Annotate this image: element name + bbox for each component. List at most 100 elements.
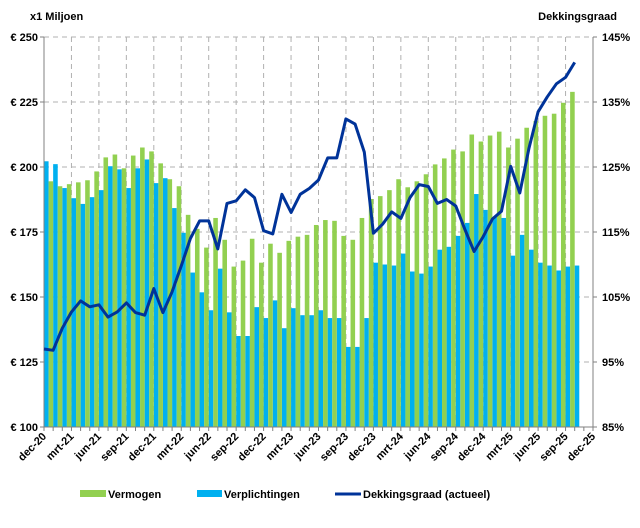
bar-vermogen [66, 184, 72, 427]
bar-vermogen [313, 224, 319, 427]
bar-verplichtingen [245, 336, 250, 427]
right-axis-label: 105% [602, 292, 630, 304]
bar-vermogen [167, 179, 173, 427]
left-axis-label: € 100 [10, 422, 38, 434]
x-axis-label: mrt-25 [484, 431, 516, 463]
axes [40, 36, 597, 431]
bar-vermogen [414, 181, 420, 427]
bar-vermogen [432, 164, 438, 427]
bar-vermogen [423, 174, 429, 427]
bar-vermogen [140, 147, 145, 427]
bar-vermogen [268, 243, 273, 427]
bar-vermogen [231, 266, 237, 427]
bar-vermogen [48, 181, 54, 427]
bar-verplichtingen [382, 264, 388, 427]
x-axis-label: sep-22 [208, 431, 241, 464]
bar-vermogen [487, 135, 493, 428]
bar-vermogen [478, 141, 484, 427]
bar-vermogen [57, 186, 63, 427]
bar-verplichtingen [556, 270, 561, 427]
bar-verplichtingen [153, 183, 159, 427]
bar-vermogen [506, 147, 511, 427]
bar-verplichtingen [190, 272, 195, 427]
bar-verplichtingen [565, 266, 571, 427]
bar-verplichtingen [126, 188, 131, 427]
bar-verplichtingen [501, 217, 507, 427]
bar-verplichtingen [89, 197, 95, 427]
bar-vermogen [341, 235, 346, 427]
bar-verplichtingen [281, 328, 287, 427]
right-axis-title: Dekkingsgraad [538, 11, 617, 23]
bar-vermogen [350, 239, 356, 427]
legend: Vermogen Verplichtingen Dekkingsgraad (act… [80, 489, 490, 501]
x-axis-label: sep-23 [318, 431, 351, 464]
bar-verplichtingen [227, 312, 232, 427]
left-axis-label: € 250 [10, 32, 38, 44]
bar-vermogen [542, 115, 548, 427]
bar-verplichtingen [199, 292, 205, 427]
bar-verplichtingen [135, 168, 141, 428]
bar-verplichtingen [492, 216, 497, 427]
bar-vermogen [149, 151, 154, 427]
bar-verplichtingen [263, 318, 269, 427]
bar-vermogen [286, 240, 292, 427]
bar-verplichtingen [208, 310, 214, 427]
x-axis-label: jun-22 [182, 431, 214, 463]
x-axis-label: jun-21 [72, 431, 104, 463]
bar-vermogen [112, 154, 118, 427]
bar-vermogen [570, 91, 575, 428]
legend-label-vermogen: Vermogen [108, 489, 161, 501]
bar-vermogen [469, 134, 475, 427]
bar-verplichtingen [483, 209, 488, 427]
x-axis-label: sep-21 [98, 431, 131, 464]
bar-vermogen [240, 260, 246, 427]
bar-verplichtingen [437, 249, 443, 427]
bar-verplichtingen [217, 268, 223, 427]
bar-verplichtingen [62, 188, 67, 427]
x-axis-label: jun-25 [511, 431, 543, 463]
bar-vermogen [451, 149, 456, 427]
left-axis-labels: € 100 € 125 € 150 € 175 € 200 € 225 € 250 [10, 32, 38, 434]
bar-vermogen [332, 220, 337, 427]
right-axis-label: 145% [602, 32, 630, 44]
bar-vermogen [295, 236, 301, 427]
x-axis-label: mrt-24 [374, 430, 407, 463]
bar-vermogen [121, 168, 127, 428]
bar-vermogen [524, 127, 529, 428]
bar-vermogen [176, 186, 182, 427]
x-axis-label: jun-23 [292, 431, 324, 463]
bar-verplichtingen [428, 266, 433, 427]
bar-verplichtingen [236, 336, 241, 427]
bar-verplichtingen [44, 161, 49, 427]
bar-verplichtingen [400, 253, 406, 427]
bar-verplichtingen [547, 265, 552, 427]
bar-vermogen [359, 217, 365, 427]
bar-verplichtingen [474, 194, 479, 427]
bar-verplichtingen [455, 235, 461, 427]
bar-verplichtingen [53, 164, 58, 427]
bar-vermogen [158, 163, 163, 428]
bar-vermogen [387, 190, 392, 427]
bar-verplichtingen [345, 346, 351, 427]
bar-verplichtingen [318, 310, 324, 427]
bar-vermogen [103, 157, 109, 427]
bar-verplichtingen [181, 232, 186, 427]
left-axis-label: € 125 [10, 357, 38, 369]
x-axis-label: sep-25 [538, 431, 571, 464]
bar-verplichtingen [446, 246, 452, 427]
bar-vermogen [204, 247, 209, 427]
bar-vermogen [130, 155, 136, 427]
bar-verplichtingen [291, 308, 296, 427]
right-axis-label: 115% [602, 227, 630, 239]
bar-verplichtingen [410, 271, 415, 427]
legend-swatch-verplichtingen [197, 490, 222, 497]
left-axis-label: € 150 [10, 292, 38, 304]
left-axis-label: € 225 [10, 97, 38, 109]
bar-vermogen [460, 151, 465, 427]
bar-verplichtingen [309, 315, 314, 427]
bar-vermogen [94, 171, 99, 427]
bar-verplichtingen [373, 262, 378, 427]
bar-vermogen [515, 138, 520, 427]
bar-vermogen [496, 131, 502, 427]
x-axis-label: mrt-21 [44, 431, 76, 463]
